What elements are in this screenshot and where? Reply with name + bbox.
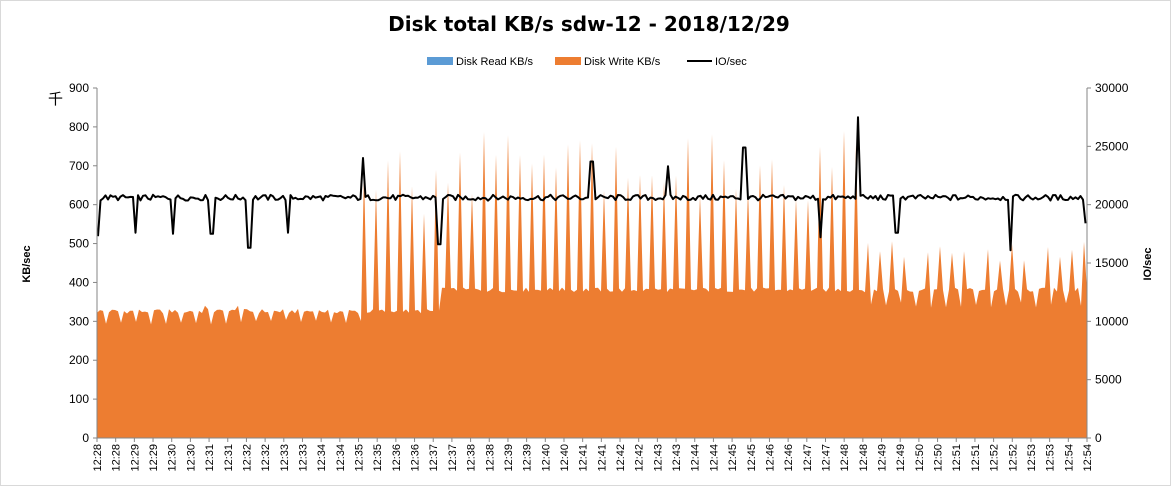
x-tick-label: 12:36: [391, 444, 403, 472]
y2-tick-label: 20000: [1095, 198, 1129, 212]
x-tick-label: 12:45: [727, 444, 739, 472]
x-tick-label: 12:53: [1045, 444, 1057, 472]
x-tick-label: 12:44: [708, 444, 720, 472]
x-tick-label: 12:42: [634, 444, 646, 472]
x-tick-label: 12:50: [933, 444, 945, 472]
write-area-layer: [97, 131, 1087, 438]
x-tick-label: 12:48: [839, 444, 851, 472]
y2-tick-label: 30000: [1095, 81, 1129, 95]
x-tick-label: 12:36: [410, 444, 422, 472]
x-tick-label: 12:31: [223, 444, 235, 472]
y-tick-labels: 0 100 200 300 400 500 600 700 800 900: [69, 81, 89, 445]
x-tick-label: 12:52: [1007, 444, 1019, 472]
y-tick-label: 600: [69, 198, 89, 212]
x-tick-label: 12:46: [783, 444, 795, 472]
x-tick-label: 12:32: [241, 444, 253, 472]
x-tick-label: 12:44: [690, 444, 702, 472]
x-tick-label: 12:54: [1063, 444, 1075, 472]
x-tick-label: 12:49: [877, 444, 889, 472]
x-tick-label: 12:30: [185, 444, 197, 472]
chart-title: Disk total KB/s sdw-12 - 2018/12/29: [388, 12, 790, 36]
x-tick-label: 12:29: [148, 444, 160, 472]
x-tick-label: 12:49: [895, 444, 907, 472]
x-tick-label: 12:35: [372, 444, 384, 472]
x-tick-label: 12:33: [279, 444, 291, 472]
x-tick-label: 12:48: [858, 444, 870, 472]
y-tick-label: 700: [69, 159, 89, 173]
x-tick-label: 12:34: [316, 444, 328, 472]
x-tick-label: 12:28: [111, 444, 123, 472]
y2-tick-label: 10000: [1095, 314, 1129, 328]
y2-axis-title: IO/sec: [1142, 247, 1154, 280]
legend: Disk Read KB/s Disk Write KB/s IO/sec: [427, 56, 747, 68]
x-tick-label: 12:39: [522, 444, 534, 472]
y2-tick-labels: 0 5000 10000 15000 20000 25000 30000: [1095, 81, 1129, 445]
legend-swatch-write: [555, 57, 581, 65]
x-tick-label: 12:37: [447, 444, 459, 472]
y2-tick-label: 5000: [1095, 373, 1122, 387]
x-tick-label: 12:30: [167, 444, 179, 472]
x-tick-label: 12:43: [671, 444, 683, 472]
y-axis-title: KB/sec: [21, 245, 33, 282]
x-tick-label: 12:51: [970, 444, 982, 472]
x-tick-label: 12:29: [129, 444, 141, 472]
x-tick-label: 12:40: [540, 444, 552, 472]
y-tick-label: 900: [69, 81, 89, 95]
legend-label-io: IO/sec: [715, 56, 747, 68]
y2-tick-label: 0: [1095, 431, 1102, 445]
y-tick-label: 500: [69, 237, 89, 251]
legend-label-read: Disk Read KB/s: [456, 56, 534, 68]
x-tick-label: 12:28: [92, 444, 104, 472]
x-tick-label: 12:31: [204, 444, 216, 472]
x-tick-labels: 12:28 12:28 12:29 12:29 12:30 12:30 12:31 12:31…: [92, 444, 1094, 472]
legend-swatch-read: [427, 57, 453, 65]
x-tick-label: 12:53: [1026, 444, 1038, 472]
x-tick-label: 12:42: [615, 444, 627, 472]
x-tick-label: 12:40: [559, 444, 571, 472]
x-tick-label: 12:41: [578, 444, 590, 472]
y2-tick-label: 15000: [1095, 256, 1129, 270]
x-tick-label: 12:35: [354, 444, 366, 472]
y-tick-label: 300: [69, 314, 89, 328]
y-unit-note: 千: [48, 90, 63, 108]
y-tick-label: 400: [69, 275, 89, 289]
write-kbs-area: [97, 131, 1087, 438]
y2-tick-label: 25000: [1095, 139, 1129, 153]
x-tick-label: 12:43: [652, 444, 664, 472]
x-tick-label: 12:37: [428, 444, 440, 472]
x-tick-label: 12:34: [335, 444, 347, 472]
x-tick-label: 12:51: [951, 444, 963, 472]
y-tick-label: 800: [69, 120, 89, 134]
x-tick-label: 12:50: [914, 444, 926, 472]
y-tick-label: 200: [69, 353, 89, 367]
x-tick-label: 12:45: [746, 444, 758, 472]
io-line-layer: [97, 116, 1087, 252]
axes-layer: [93, 87, 1091, 442]
x-tick-label: 12:41: [596, 444, 608, 472]
x-tick-label: 12:38: [484, 444, 496, 472]
x-tick-label: 12:38: [466, 444, 478, 472]
x-tick-label: 12:47: [802, 444, 814, 472]
y-tick-label: 0: [82, 431, 89, 445]
legend-label-write: Disk Write KB/s: [584, 56, 661, 68]
io-sec-line: [97, 116, 1087, 252]
y-tick-label: 100: [69, 392, 89, 406]
x-tick-label: 12:54: [1082, 444, 1094, 472]
x-tick-label: 12:46: [764, 444, 776, 472]
x-tick-label: 12:32: [260, 444, 272, 472]
x-tick-label: 12:33: [297, 444, 309, 472]
x-tick-label: 12:47: [820, 444, 832, 472]
x-tick-label: 12:52: [989, 444, 1001, 472]
x-tick-label: 12:39: [503, 444, 515, 472]
